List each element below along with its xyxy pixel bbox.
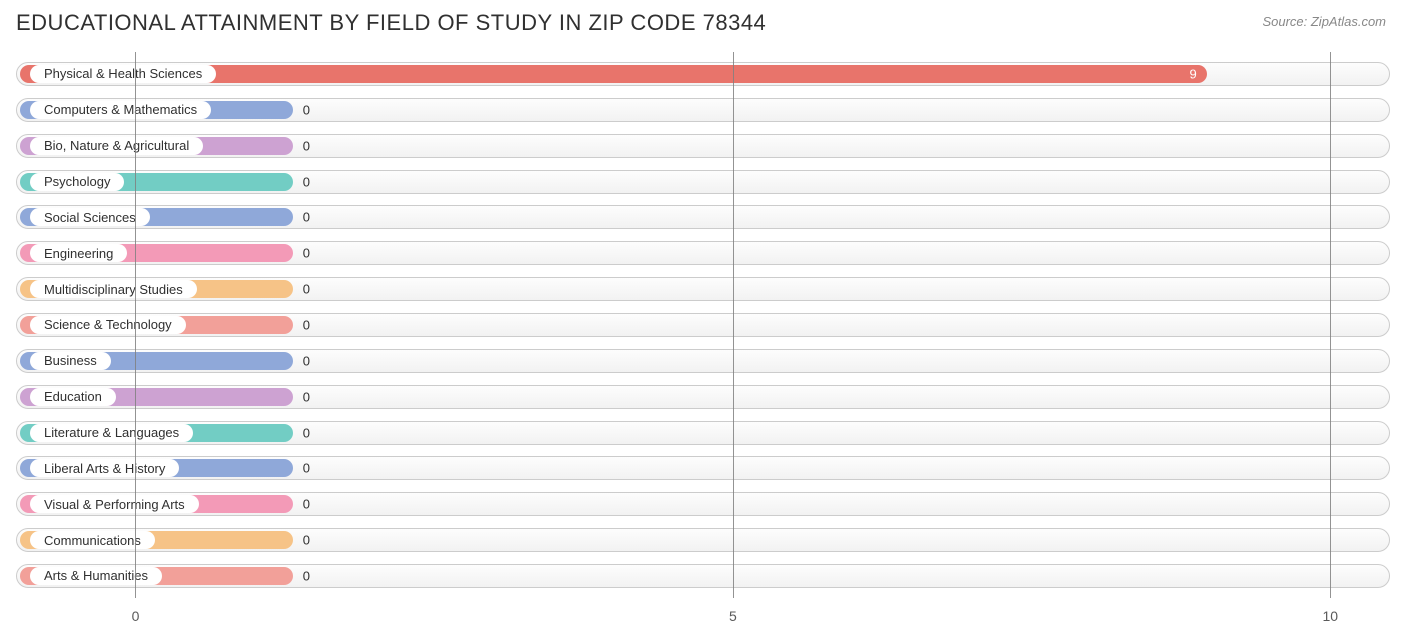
bar-value-label: 0 [303, 353, 310, 368]
bar-value-label: 0 [303, 497, 310, 512]
chart-source: Source: ZipAtlas.com [1262, 14, 1386, 29]
chart-header: EDUCATIONAL ATTAINMENT BY FIELD OF STUDY… [0, 0, 1406, 36]
bar-value-label: 0 [303, 533, 310, 548]
bar-row: Psychology 0 [16, 168, 1390, 196]
bar-category-label: Science & Technology [30, 316, 186, 334]
bar-row: Bio, Nature & Agricultural 0 [16, 132, 1390, 160]
grid-line [135, 52, 136, 598]
bar-value-label: 0 [303, 389, 310, 404]
chart-title: EDUCATIONAL ATTAINMENT BY FIELD OF STUDY… [16, 10, 766, 36]
bar-value-label: 0 [303, 210, 310, 225]
bar-row: Literature & Languages 0 [16, 419, 1390, 447]
bar-container: 9 Physical & Health Sciences Computers & M… [16, 52, 1390, 598]
x-axis-tick: 5 [729, 608, 737, 624]
bar-row: Visual & Performing Arts 0 [16, 490, 1390, 518]
x-axis-tick: 10 [1322, 608, 1338, 624]
bar-value-label: 9 [1190, 66, 1197, 81]
bar-category-label: Social Sciences [30, 208, 150, 226]
bar-value-label: 0 [303, 568, 310, 583]
bar-value-label: 0 [303, 246, 310, 261]
grid-line [733, 52, 734, 598]
chart-plot-area: 9 Physical & Health Sciences Computers & M… [16, 52, 1390, 598]
x-axis: 0 5 10 [16, 604, 1390, 624]
bar-row: Liberal Arts & History 0 [16, 454, 1390, 482]
bar-value-label: 0 [303, 138, 310, 153]
bar-category-label: Visual & Performing Arts [30, 495, 199, 513]
bar-category-label: Business [30, 352, 111, 370]
bar-category-label: Multidisciplinary Studies [30, 280, 197, 298]
bar-row: Communications0 [16, 526, 1390, 554]
bar-category-label: Engineering [30, 244, 127, 262]
x-axis-tick: 0 [132, 608, 140, 624]
bar-row: Engineering 0 [16, 239, 1390, 267]
bar-row: Arts & Humanities 0 [16, 562, 1390, 590]
bar-row: 9 Physical & Health Sciences [16, 60, 1390, 88]
grid-line [1330, 52, 1331, 598]
bar-category-label: Computers & Mathematics [30, 101, 211, 119]
bar-row: Education 0 [16, 383, 1390, 411]
bar-category-label: Physical & Health Sciences [30, 65, 216, 83]
bar-row: Social Sciences 0 [16, 203, 1390, 231]
bar-category-label: Liberal Arts & History [30, 459, 179, 477]
bar-value-label: 0 [303, 461, 310, 476]
bar-value-label: 0 [303, 317, 310, 332]
bar-category-label: Bio, Nature & Agricultural [30, 137, 203, 155]
bar-row: Computers & Mathematics 0 [16, 96, 1390, 124]
bar-row: Multidisciplinary Studies 0 [16, 275, 1390, 303]
bar-value-label: 0 [303, 174, 310, 189]
bar-category-label: Psychology [30, 173, 124, 191]
bar-category-label: Literature & Languages [30, 424, 193, 442]
bar-row: Science & Technology 0 [16, 311, 1390, 339]
bar-value-label: 0 [303, 425, 310, 440]
bar-row: Business 0 [16, 347, 1390, 375]
bar-value-label: 0 [303, 282, 310, 297]
bar-value-label: 0 [303, 102, 310, 117]
bar-category-label: Education [30, 388, 116, 406]
bar-category-label: Arts & Humanities [30, 567, 162, 585]
